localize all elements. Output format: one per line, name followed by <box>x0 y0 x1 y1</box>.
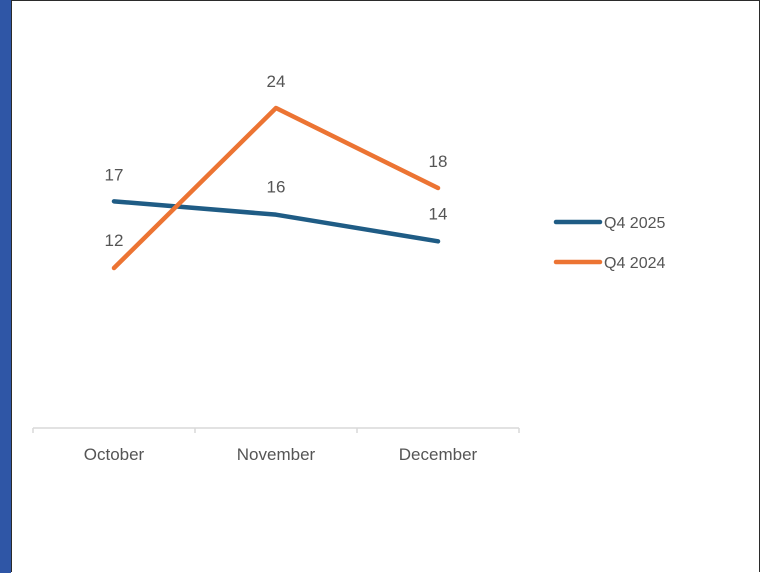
data-label: 16 <box>267 178 286 197</box>
series-layer <box>111 105 441 271</box>
data-label: 14 <box>429 204 448 223</box>
x-tick-label: November <box>237 445 316 464</box>
data-label: 24 <box>267 72 286 91</box>
data-labels: 17 12 16 24 14 18 <box>105 72 448 250</box>
legend-label: Q4 2025 <box>604 215 665 232</box>
x-tick-label: December <box>399 445 478 464</box>
data-label: 17 <box>105 165 124 184</box>
x-tick-label: October <box>84 445 145 464</box>
data-label: 12 <box>105 231 124 250</box>
x-axis: October November December <box>32 427 520 464</box>
data-label: 18 <box>429 152 448 171</box>
legend: Q4 2025 Q4 2024 <box>553 215 665 272</box>
line-chart: October November December 17 12 16 24 14 18 Q4 … <box>32 72 665 464</box>
chart-frame: October November December 17 12 16 24 14 18 Q4 … <box>11 0 760 572</box>
series-line <box>111 199 441 244</box>
window-edge-strip <box>0 0 11 573</box>
legend-label: Q4 2024 <box>604 255 665 272</box>
series-line <box>111 105 441 271</box>
